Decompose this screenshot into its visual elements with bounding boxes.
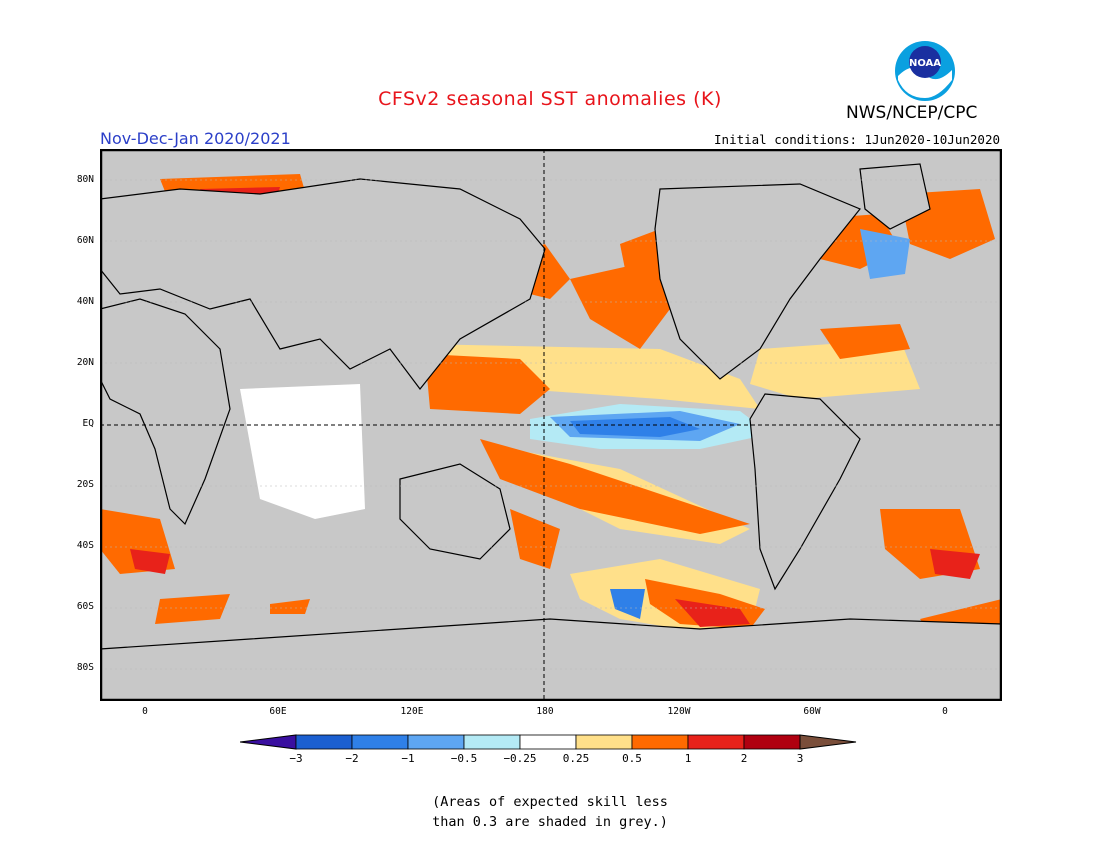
sst-anomaly-map (100, 149, 1002, 701)
logo-text: NOAA (909, 58, 941, 69)
colorbar-min-arrow (240, 734, 297, 750)
note-line-1: (Areas of expected skill less (432, 794, 668, 810)
lat-label: 80S (76, 662, 94, 673)
lon-label: 60W (803, 706, 821, 717)
lon-label: 120W (667, 706, 691, 717)
colorbar-max-arrow (799, 734, 857, 750)
lat-label: 80N (76, 174, 94, 185)
colorbar-label: 3 (797, 752, 804, 765)
colorbar-label: 1 (685, 752, 692, 765)
skill-note: (Areas of expected skill less than 0.3 a… (0, 792, 1100, 832)
lat-label: 20N (76, 357, 94, 368)
colorbar-label: 2 (741, 752, 748, 765)
colorbar-segment (575, 734, 633, 750)
lon-label: 180 (536, 706, 554, 717)
map-gridlines (100, 149, 1002, 701)
colorbar-label: 0.5 (622, 752, 642, 765)
colorbar-legend: −3 −2 −1 −0.5 −0.25 0.25 0.5 1 2 3 (240, 734, 857, 765)
lon-label: 60E (269, 706, 287, 717)
colorbar-label: −2 (345, 752, 358, 765)
colorbar-segment (687, 734, 745, 750)
forecast-period: Nov-Dec-Jan 2020/2021 (100, 129, 291, 148)
colorbar-segment (519, 734, 577, 750)
lat-label: EQ (82, 418, 94, 429)
organization-label: NWS/NCEP/CPC (846, 103, 978, 123)
colorbar-segment (351, 734, 409, 750)
lat-label: 40N (76, 296, 94, 307)
anomaly-shading (100, 174, 1002, 634)
initial-conditions: Initial conditions: 1Jun2020-10Jun2020 (714, 132, 1000, 147)
colorbar-segment (743, 734, 801, 750)
colorbar-label: −3 (289, 752, 302, 765)
lon-label: 120E (400, 706, 424, 717)
colorbar-label: −1 (401, 752, 414, 765)
noaa-logo: NOAA (894, 40, 956, 102)
lat-label: 60N (76, 235, 94, 246)
graticule (100, 179, 1002, 670)
lon-label: 0 (142, 706, 148, 717)
colorbar-label: −0.25 (503, 752, 536, 765)
lon-label: 0 (942, 706, 948, 717)
lat-label: 20S (76, 479, 94, 490)
note-line-2: than 0.3 are shaded in grey.) (432, 814, 668, 830)
colorbar-segment (295, 734, 353, 750)
continent-outlines (100, 163, 1002, 701)
chart-title: CFSv2 seasonal SST anomalies (K) (378, 88, 722, 110)
lat-label: 60S (76, 601, 94, 612)
colorbar-label: −0.5 (451, 752, 478, 765)
colorbar-label: 0.25 (563, 752, 590, 765)
lat-label: 40S (76, 540, 94, 551)
colorbar-segment (463, 734, 521, 750)
map-frame (100, 149, 1002, 701)
colorbar-segment (407, 734, 465, 750)
colorbar-segment (631, 734, 689, 750)
